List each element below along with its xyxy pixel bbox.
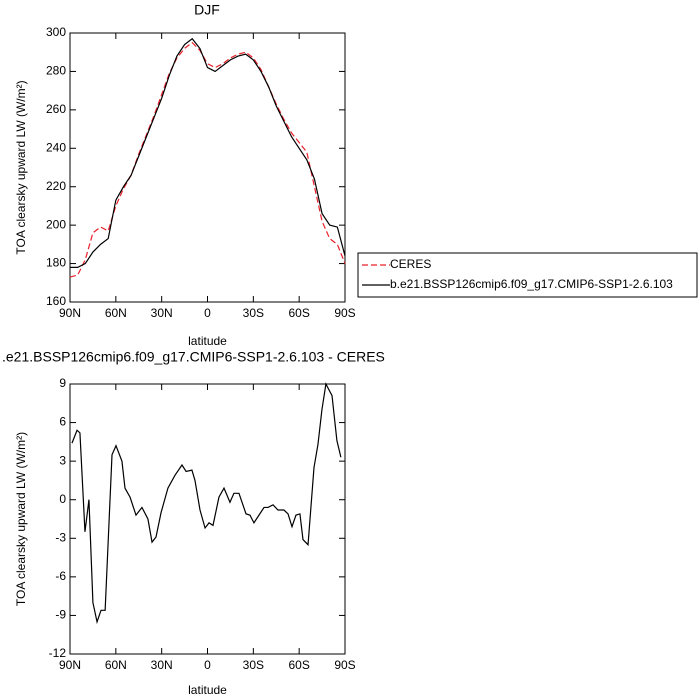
x-tick-label: 90N [59, 306, 81, 320]
legend-label: b.e21.BSSP126cmip6.f09_g17.CMIP6-SSP1-2.… [390, 277, 673, 291]
x-tick-label: 60N [105, 658, 127, 672]
legend-label: CERES [390, 257, 431, 271]
y-tick-label: 300 [46, 25, 66, 39]
x-tick-label: 30N [151, 306, 173, 320]
x-tick-label: 90S [334, 658, 355, 672]
y-axis-label: TOA clearsky upward LW (W/m²) [14, 80, 28, 254]
x-axis-label: latitude [188, 334, 227, 348]
y-tick-label: -6 [55, 569, 66, 583]
chart-title: .e21.BSSP126cmip6.f09_g17.CMIP6-SSP1-2.6… [2, 349, 385, 365]
y-tick-label: -12 [49, 646, 67, 660]
x-tick-label: 30S [243, 306, 264, 320]
y-tick-label: -3 [55, 530, 66, 544]
y-tick-label: 9 [59, 376, 66, 390]
data-line [70, 37, 346, 269]
plot-frame [69, 383, 346, 655]
x-tick-label: 60N [105, 306, 127, 320]
y-tick-label: 0 [59, 492, 66, 506]
plot-frame [69, 32, 346, 303]
y-tick-label: 3 [59, 453, 66, 467]
y-tick-label: 200 [46, 217, 66, 231]
x-tick-label: 90N [59, 658, 81, 672]
y-tick-label: 180 [46, 256, 66, 270]
x-tick-label: 0 [204, 306, 211, 320]
x-tick-label: 60S [288, 658, 309, 672]
y-tick-label: -9 [55, 608, 66, 622]
y-tick-label: 220 [46, 179, 66, 193]
x-tick-label: 30S [243, 658, 264, 672]
data-line [69, 41, 346, 278]
y-tick-label: 260 [46, 102, 66, 116]
x-tick-label: 90S [334, 306, 355, 320]
y-tick-label: 240 [46, 140, 66, 154]
y-tick-label: 160 [46, 294, 66, 308]
x-axis-label: latitude [188, 683, 227, 697]
y-tick-label: 6 [59, 415, 66, 429]
data-line [71, 382, 342, 625]
legend-box [357, 252, 698, 298]
y-tick-label: 280 [46, 64, 66, 78]
y-axis-label: TOA clearsky upward LW (W/m²) [14, 432, 28, 606]
x-tick-label: 60S [288, 306, 309, 320]
chart-title: DJF [194, 2, 220, 18]
x-tick-label: 30N [151, 658, 173, 672]
x-tick-label: 0 [204, 658, 211, 672]
